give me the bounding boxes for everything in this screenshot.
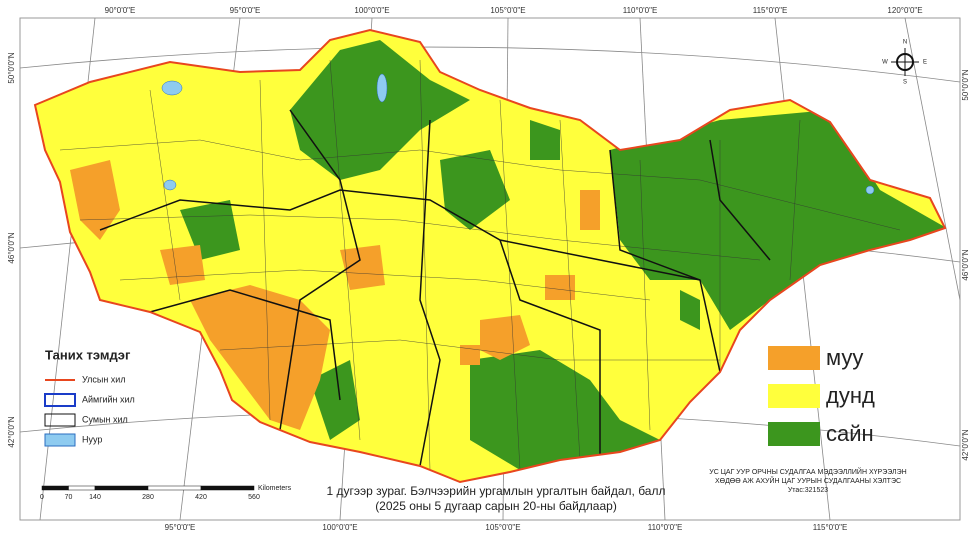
legend-symbol [44,413,76,427]
scale-label: 420 [195,494,207,501]
scale-label: 70 [65,494,73,501]
classified-area [35,30,945,482]
graticule-label: 95°0'0"E [230,6,261,15]
legend-symbol [44,433,76,447]
graticule-label: 42°0'0"N [961,429,970,460]
graticule-label: 100°0'0"E [354,6,389,15]
agency-text: УС ЦАГ УУР ОРЧНЫ СУДАЛГАА МЭДЭЭЛЛИЙН ХҮР… [709,467,906,476]
scale-unit: Kilometers [258,485,292,492]
class-label: дунд [826,383,875,408]
class-label: сайн [826,421,874,446]
legend-item: Улсын хил [82,374,126,384]
graticule-line [19,46,961,83]
compass-label: S [903,80,907,86]
lakes [161,73,875,195]
scale-bar: 0 70 140 280 420 560 Kilometers [40,485,292,501]
graticule-label: 95°0'0"E [165,523,196,532]
graticule-label: 105°0'0"E [490,6,525,15]
graticule-line [904,17,961,301]
class-swatch [768,346,820,370]
class-swatch [768,384,820,408]
graticule-label: 50°0'0"N [961,69,970,100]
scale-segment [94,485,149,491]
graticule-label: 100°0'0"E [322,523,357,532]
agency-text: Утас:321523 [788,487,828,494]
legend-title: Таних тэмдэг [45,347,131,362]
graticule-label: 46°0'0"N [961,249,970,280]
class-area-poor [70,160,600,430]
compass-label: E [923,60,927,66]
legend-item: Аймгийн хил [82,394,135,404]
compass [891,48,919,76]
graticule-label: 105°0'0"E [485,523,520,532]
legend-item: Сумын хил [82,414,128,424]
scale-label: 280 [142,494,154,501]
graticule-label: 110°0'0"E [623,6,658,15]
map-frame [19,17,961,521]
scale-segment [200,485,255,491]
caption: (2025 оны 5 дугаар сарын 20-ны байдлаар) [375,499,617,513]
compass-label: N [903,40,907,46]
graticule-label: 50°0'0"N [7,52,16,83]
scale-segment [41,485,69,491]
scale-label: 0 [40,494,44,501]
class-label: муу [826,345,863,370]
graticule-label: 42°0'0"N [7,416,16,447]
legend-symbol [44,393,76,407]
agency-text: ХӨДӨӨ АЖ АХУЙН ЦАГ УУРЫН СУДАЛГААНЫ ХЭЛТ… [715,476,901,485]
soum-borders [59,59,901,471]
graticule-label: 120°0'0"E [887,6,922,15]
class-area-good [180,40,945,470]
scale-segment [147,485,202,491]
legend-item: Нуур [82,434,102,444]
graticule-label: 115°0'0"E [813,523,848,532]
class-swatch [768,422,820,446]
aimag-borders [99,109,771,467]
scale-label: 140 [89,494,101,501]
graticule-label: 115°0'0"E [753,6,788,15]
caption: 1 дугээр зураг. Бэлчээрийн ургамлын урга… [327,484,666,498]
scale-segment [68,485,96,491]
scale-label: 560 [248,494,260,501]
compass-label: W [882,60,888,66]
legend [44,346,820,447]
graticule-label: 46°0'0"N [7,232,16,263]
graticule-label: 90°0'0"E [105,6,136,15]
graticule-label: 110°0'0"E [648,523,683,532]
